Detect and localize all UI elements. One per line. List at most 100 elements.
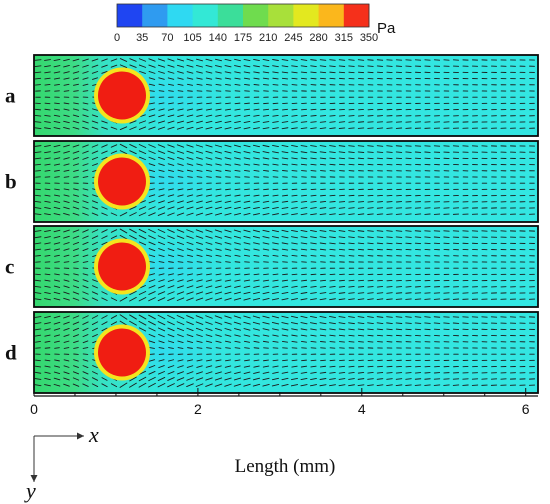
velocity-vector <box>196 163 203 166</box>
velocity-vector <box>272 279 279 282</box>
velocity-vector <box>73 347 79 349</box>
velocity-vector <box>73 273 79 276</box>
velocity-vector <box>101 144 108 148</box>
velocity-vector <box>310 207 317 209</box>
velocity-vector <box>234 114 241 117</box>
velocity-vector <box>215 120 222 124</box>
velocity-vector <box>243 200 251 203</box>
velocity-vector <box>348 157 355 160</box>
panel-frame <box>33 311 539 394</box>
velocity-vector <box>196 365 203 368</box>
velocity-vector <box>329 371 336 374</box>
velocity-vector <box>138 126 147 130</box>
velocity-vector <box>376 213 384 215</box>
velocity-vector <box>101 321 108 326</box>
velocity-vector <box>148 327 156 332</box>
velocity-vector <box>34 157 42 160</box>
velocity-vector <box>205 163 213 166</box>
velocity-vector <box>205 77 213 80</box>
velocity-vector <box>44 121 51 123</box>
velocity-vector <box>167 77 175 80</box>
velocity-vector <box>34 200 42 203</box>
velocity-vector <box>233 212 242 216</box>
velocity-vector <box>310 59 317 61</box>
velocity-vector <box>244 102 250 105</box>
velocity-vector <box>186 297 194 301</box>
velocity-vector <box>177 169 184 172</box>
velocity-vector <box>253 200 260 203</box>
velocity-vector <box>291 340 298 343</box>
velocity-vector <box>44 254 51 257</box>
velocity-vector <box>329 127 336 129</box>
velocity-vector <box>225 347 231 349</box>
velocity-vector <box>205 285 213 289</box>
panel-label: d <box>5 341 17 365</box>
velocity-vector <box>148 114 156 118</box>
velocity-vector <box>376 242 384 245</box>
velocity-vector <box>44 229 51 233</box>
velocity-vector <box>224 291 232 295</box>
velocity-vector <box>291 242 298 245</box>
velocity-vector <box>82 297 89 301</box>
velocity-vector <box>158 261 165 263</box>
velocity-vector <box>262 163 270 166</box>
velocity-vector <box>44 365 51 368</box>
velocity-vector <box>329 341 336 343</box>
velocity-vector <box>338 298 346 301</box>
velocity-vectors <box>34 314 536 388</box>
velocity-vector <box>424 316 431 318</box>
velocity-vector <box>291 145 298 147</box>
velocity-vector <box>405 328 412 331</box>
velocity-vector <box>35 341 41 343</box>
velocity-vector <box>253 371 260 374</box>
velocity-vector <box>338 236 346 239</box>
velocity-vector <box>148 212 156 217</box>
velocity-vector <box>215 114 222 117</box>
velocity-vector <box>72 200 80 204</box>
velocity-vector <box>376 384 384 387</box>
velocity-vector <box>205 321 213 325</box>
velocity-vector <box>53 334 61 337</box>
velocity-vector <box>291 77 298 80</box>
velocity-vector <box>167 340 175 344</box>
velocity-vector <box>357 230 365 232</box>
velocity-vector <box>72 150 80 154</box>
velocity-vector <box>148 194 156 197</box>
velocity-vector <box>119 314 128 320</box>
velocity-vector <box>310 365 317 368</box>
velocity-vector <box>357 145 365 147</box>
coordinate-system: x y <box>24 422 99 503</box>
velocity-vector <box>281 145 289 147</box>
velocity-vector <box>357 248 365 251</box>
velocity-vector <box>91 77 99 80</box>
velocity-vector <box>253 334 260 337</box>
velocity-vector <box>168 102 174 105</box>
velocity-vector <box>138 150 147 155</box>
velocity-vector <box>167 144 175 148</box>
velocity-vector <box>253 248 260 251</box>
velocity-vector <box>234 102 241 105</box>
velocity-vector <box>281 291 289 295</box>
colorbar-tick-label: 280 <box>309 32 327 44</box>
velocity-vector <box>243 285 251 288</box>
velocity-vector <box>243 77 251 80</box>
velocity-vector <box>376 334 384 337</box>
velocity-vector <box>233 321 242 325</box>
velocity-vector <box>186 108 194 111</box>
velocity-vector <box>119 64 128 68</box>
velocity-vector <box>101 120 108 124</box>
velocity-vector <box>73 102 79 105</box>
velocity-vector <box>338 279 346 282</box>
velocity-vector <box>92 194 98 197</box>
velocity-vector <box>329 230 336 232</box>
velocity-vector <box>300 229 308 233</box>
velocity-vector <box>262 248 270 251</box>
velocity-vector <box>272 84 279 86</box>
velocity-vector <box>310 384 317 387</box>
velocity-vector <box>281 371 289 374</box>
velocity-vector <box>319 145 327 147</box>
velocity-vector <box>44 248 51 251</box>
velocity-vector <box>300 328 308 331</box>
velocity-vector <box>63 365 70 368</box>
velocity-vector <box>338 207 346 209</box>
